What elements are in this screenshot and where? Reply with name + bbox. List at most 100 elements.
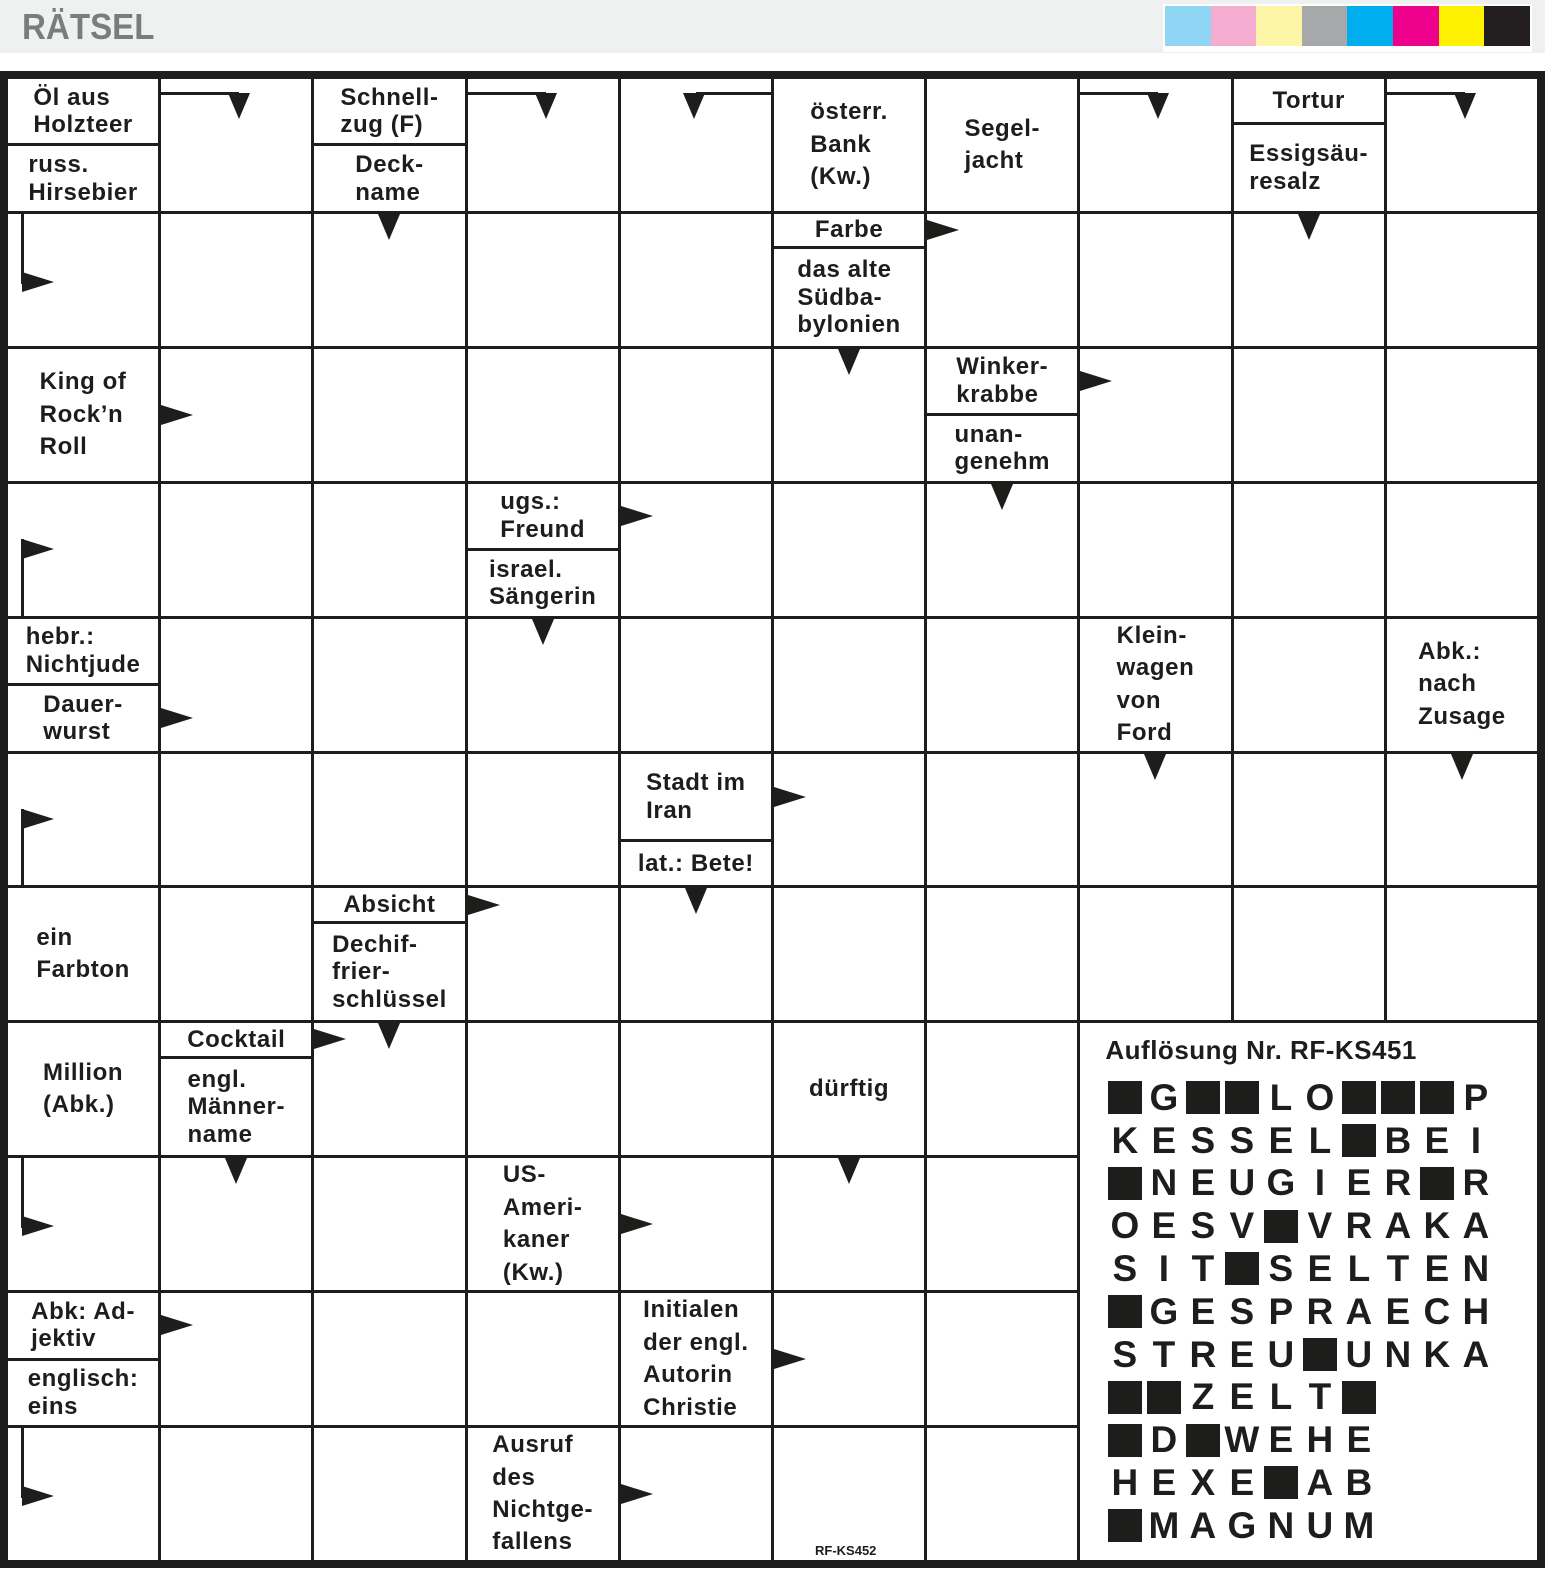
answer-cell[interactable]: [467, 348, 618, 481]
clue: Ausruf des Nichtge- fallens: [468, 1428, 653, 1560]
solution-letter: P: [1463, 1076, 1489, 1118]
answer-cell[interactable]: [467, 213, 618, 346]
answer-cell[interactable]: [467, 1293, 618, 1426]
answer-cell[interactable]: [1080, 213, 1231, 346]
answer-cell[interactable]: [1386, 888, 1537, 1021]
arrow-down-icon: [1144, 753, 1167, 780]
answer-cell[interactable]: [467, 79, 618, 211]
answer-cell[interactable]: [161, 1428, 312, 1560]
answer-cell[interactable]: [161, 483, 312, 616]
black-square: [1222, 1252, 1261, 1285]
answer-cell[interactable]: [773, 483, 925, 616]
answer-cell[interactable]: [773, 753, 925, 886]
clue-text: Initialen der engl. Autorin Christie: [643, 1296, 749, 1421]
answer-cell[interactable]: [314, 618, 465, 751]
answer-cell[interactable]: [161, 753, 312, 886]
solution-letter: N: [1150, 1162, 1178, 1204]
black-square: [1417, 1081, 1456, 1114]
answer-cell[interactable]: [1080, 348, 1231, 481]
answer-cell[interactable]: [467, 753, 618, 886]
solution-letter: N: [1462, 1247, 1490, 1289]
answer-cell[interactable]: [467, 1023, 618, 1156]
answer-cell[interactable]: [927, 888, 1078, 1021]
answer-cell[interactable]: [1386, 213, 1537, 346]
arrow-right-icon: [773, 786, 806, 807]
answer-cell[interactable]: [1233, 753, 1384, 886]
answer-cell[interactable]: [773, 1428, 925, 1560]
page-title: RÄTSEL: [22, 6, 155, 47]
arrow-right-icon: [314, 1029, 347, 1050]
solution-letter: R: [1345, 1205, 1373, 1247]
arrow-right-icon: [22, 1216, 54, 1237]
solution-letter: C: [1423, 1290, 1451, 1332]
solution-letter: P: [1268, 1290, 1294, 1332]
answer-cell[interactable]: [927, 1293, 1078, 1426]
answer-cell[interactable]: [1080, 483, 1231, 616]
answer-cell[interactable]: [314, 1428, 465, 1560]
solution-letter: G: [1149, 1076, 1179, 1118]
answer-cell[interactable]: [161, 213, 312, 346]
answer-cell[interactable]: [1233, 348, 1384, 481]
solution-letter: O: [1305, 1076, 1335, 1118]
arrow-line: [1386, 92, 1465, 95]
solution-letter: L: [1347, 1247, 1371, 1289]
arrow-right-icon: [161, 1315, 194, 1336]
answer-cell[interactable]: [8, 1428, 159, 1560]
arrow-down-icon: [1147, 93, 1170, 119]
answer-cell[interactable]: [1080, 888, 1231, 1021]
clue-text: engl. Männer- name: [187, 1065, 286, 1148]
answer-cell[interactable]: [620, 348, 771, 481]
answer-cell[interactable]: [314, 483, 465, 616]
black-square: [1183, 1424, 1222, 1457]
answer-cell[interactable]: [927, 753, 1078, 886]
answer-cell[interactable]: [314, 1158, 465, 1291]
arrow-right-icon: [620, 505, 653, 526]
solution-letter: E: [1346, 1162, 1372, 1204]
solution-letter: G: [1266, 1162, 1296, 1204]
answer-cell[interactable]: [620, 79, 771, 211]
answer-cell[interactable]: [314, 753, 465, 886]
answer-cell[interactable]: [8, 483, 159, 616]
answer-cell[interactable]: [1386, 348, 1537, 481]
answer-cell[interactable]: [161, 618, 312, 751]
answer-cell[interactable]: [620, 213, 771, 346]
answer-cell[interactable]: [927, 618, 1078, 751]
solution-letter: S: [1229, 1119, 1255, 1161]
answer-cell[interactable]: [1080, 79, 1231, 211]
answer-cell[interactable]: [927, 1023, 1078, 1156]
solution-letter: N: [1384, 1333, 1412, 1375]
clue: Stadt im Iran: [621, 754, 806, 840]
answer-cell[interactable]: [1386, 79, 1537, 211]
answer-cell[interactable]: [161, 1293, 312, 1426]
answer-cell[interactable]: [620, 483, 771, 616]
answer-cell[interactable]: [8, 213, 159, 346]
solution-letter: E: [1190, 1290, 1216, 1332]
answer-cell[interactable]: [314, 348, 465, 481]
answer-cell[interactable]: [620, 1023, 771, 1156]
answer-cell[interactable]: [161, 79, 312, 211]
answer-cell[interactable]: [314, 1293, 465, 1426]
solution-letter: I: [1470, 1119, 1482, 1161]
answer-cell[interactable]: [620, 618, 771, 751]
arrow-line: [467, 92, 546, 95]
answer-cell[interactable]: [1233, 618, 1384, 751]
answer-cell[interactable]: [8, 753, 159, 886]
answer-cell[interactable]: [1233, 888, 1384, 1021]
answer-cell[interactable]: [927, 1428, 1078, 1560]
answer-cell[interactable]: [773, 888, 925, 1021]
answer-cell[interactable]: [927, 1158, 1078, 1291]
clue-cell: ein Farbton: [8, 888, 159, 1021]
answer-cell[interactable]: [8, 1158, 159, 1291]
clue-cell: Absicht Dechif- frier- schlüssel: [314, 888, 500, 1050]
answer-cell[interactable]: [1386, 483, 1537, 616]
answer-cell[interactable]: [773, 618, 925, 751]
answer-cell[interactable]: [161, 888, 312, 1021]
clue-cell: Tortur Essigsäu- resalz: [1233, 79, 1384, 240]
answer-cell[interactable]: [1233, 483, 1384, 616]
clue-text: Öl aus Holzteer: [33, 83, 133, 139]
color-swatch: [1210, 6, 1257, 46]
solution-letter: S: [1190, 1205, 1216, 1247]
